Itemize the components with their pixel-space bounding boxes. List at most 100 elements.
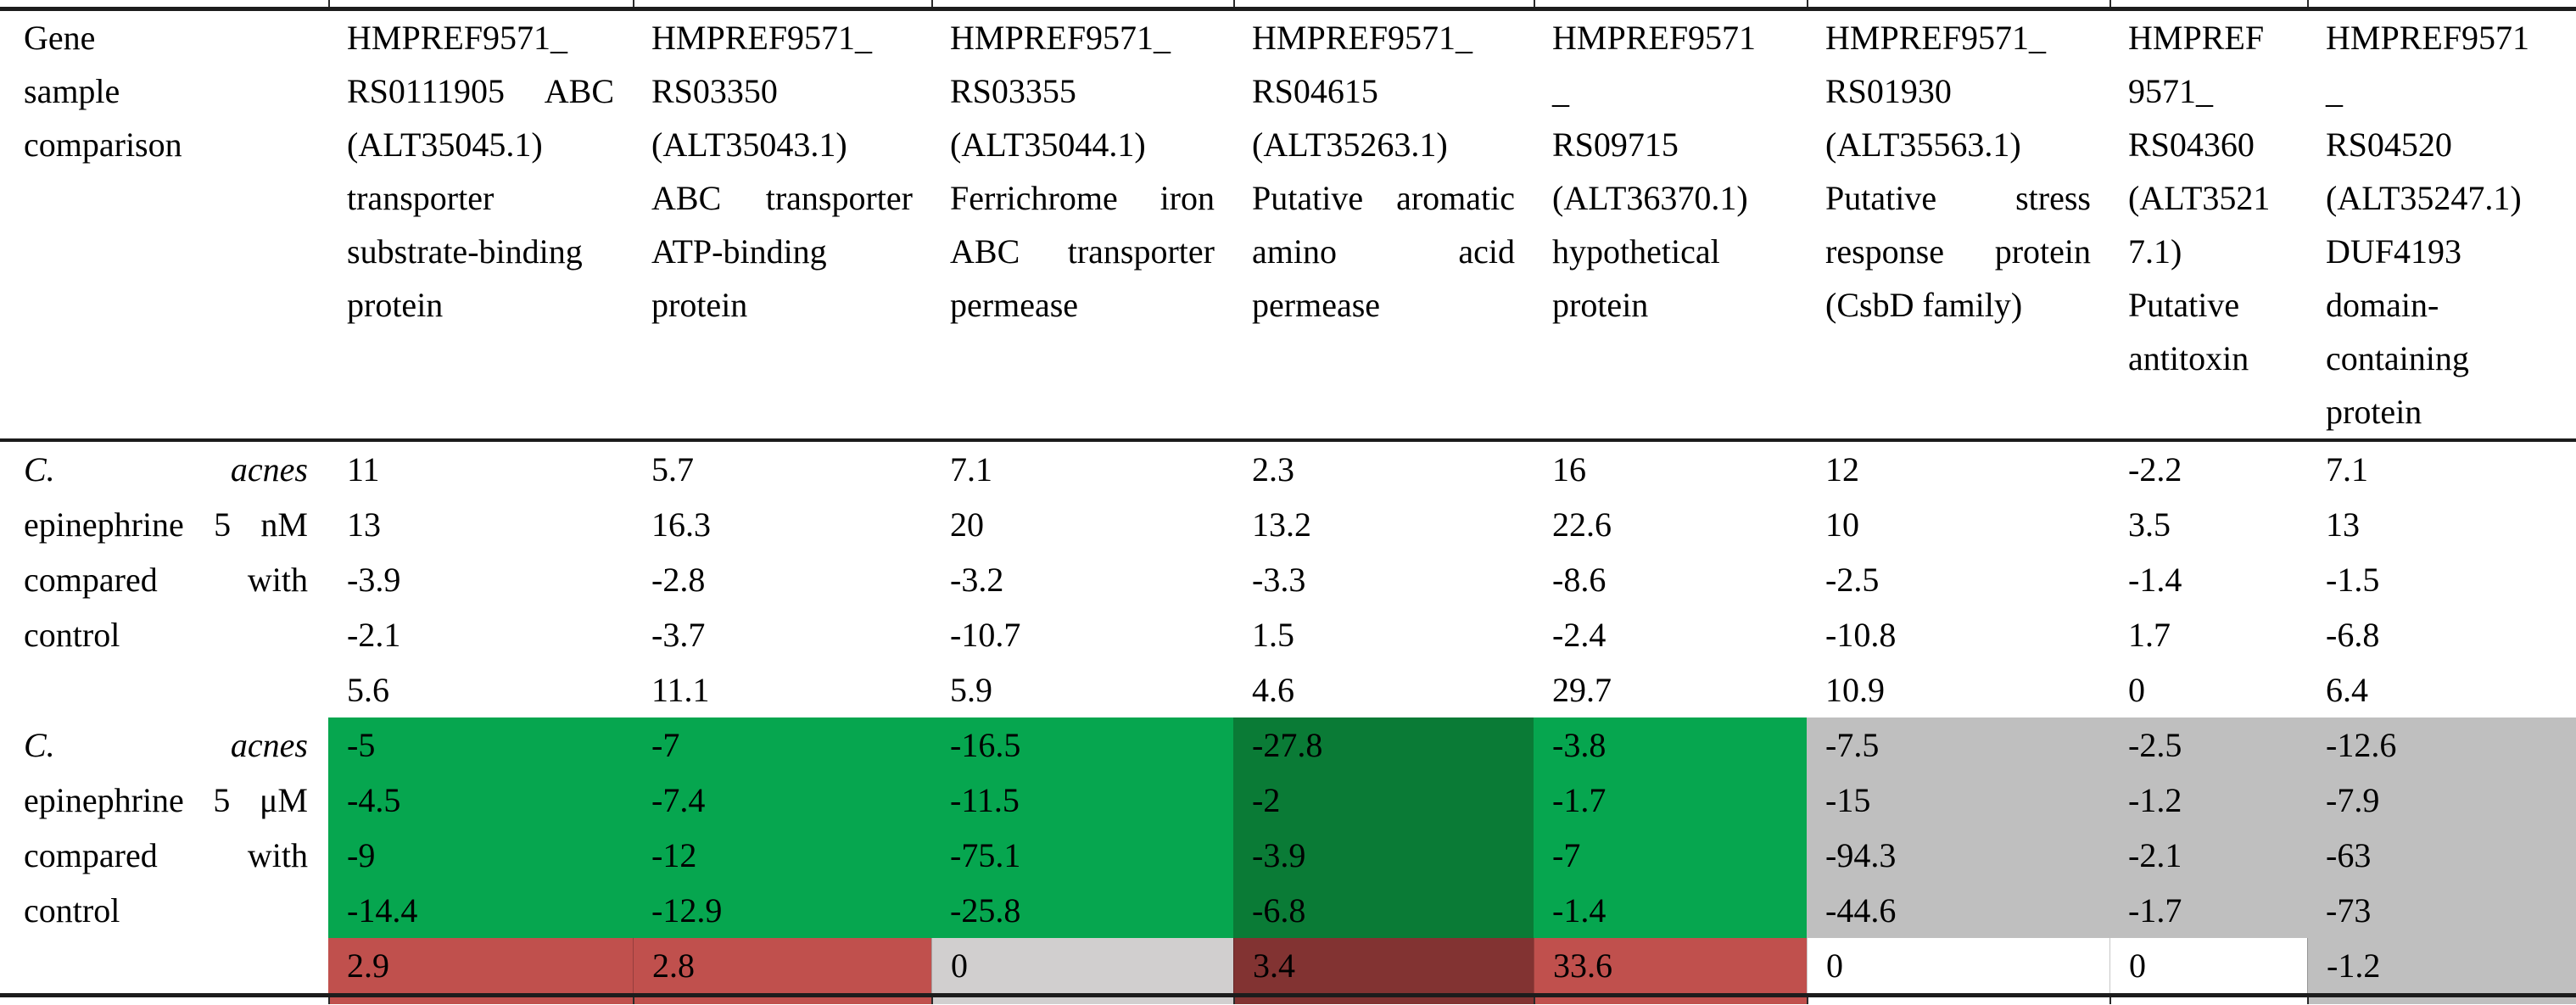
value-cell: 10.9 (1825, 671, 1885, 709)
text-line: ABC transporter (651, 171, 913, 225)
value-cell: 0 (931, 938, 1233, 993)
word: compared (24, 836, 158, 874)
word: Putative (1252, 179, 1364, 217)
strip-segment (2307, 0, 2576, 7)
value-cell: -2.1 (2109, 828, 2307, 883)
value-cell: -7.5 (1807, 717, 2109, 773)
value-cell: 7.1 (950, 450, 992, 489)
text-line: (ALT35044.1) (950, 126, 1146, 164)
value-cell: -2.8 (651, 561, 706, 599)
text-line: C. acnes (24, 717, 308, 773)
value-cell: -14.4 (328, 883, 633, 938)
text-line: RS03355 (950, 72, 1076, 110)
row-group-label: control (0, 883, 328, 938)
text-line: domain- (2326, 286, 2439, 324)
header-cell-gene-2: HMPREF9571_ RS03350 (ALT35043.1) ABC transpo… (633, 11, 931, 438)
value-cell: -1.4 (1534, 883, 1807, 938)
text-line: HMPREF9571_ (651, 19, 873, 57)
row-group-label (0, 662, 328, 717)
value-cell: -11.5 (931, 773, 1233, 828)
value-cell: -10.8 (1825, 616, 1897, 654)
header-cell-gene-1: HMPREF9571_ RS0111905 ABC (ALT35045.1) trans… (328, 11, 633, 438)
text-line: (CsbD family) (1825, 286, 2023, 324)
text-line: permease (1252, 286, 1381, 324)
text-line: RS04360 (2128, 126, 2255, 164)
value-cell: 11.1 (651, 671, 710, 709)
value-cell: -44.6 (1807, 883, 2109, 938)
text-line: RS0111905 ABC (347, 64, 614, 118)
header-cell-gene-3: HMPREF9571_ RS03355 (ALT35044.1) Ferrichrom… (931, 11, 1233, 438)
value-cell: -8.6 (1552, 561, 1607, 599)
value-cell: 5.9 (950, 671, 992, 709)
text-line: comparison (24, 126, 182, 164)
text-line: sample (24, 72, 120, 110)
value-cell: 2.3 (1252, 450, 1294, 489)
value-cell: 11 (347, 450, 380, 489)
value-cell: -12 (633, 828, 931, 883)
value-cell: 0 (2128, 671, 2145, 709)
word: nM (260, 505, 308, 544)
strip-segment (2307, 997, 2576, 1004)
strip-segment (1534, 997, 1807, 1004)
text-line: DUF4193 (2326, 232, 2462, 271)
text-line: Putative stress (1825, 171, 2091, 225)
word: stress (2015, 179, 2091, 217)
value-cell: -1.4 (2128, 561, 2182, 599)
word: epinephrine (24, 781, 184, 819)
text-line: protein (651, 286, 748, 324)
word: C. (24, 726, 55, 764)
text-line: Putative aromatic (1252, 171, 1515, 225)
header-cell-gene-5: HMPREF9571 _ RS09715 (ALT36370.1) hypothetic… (1534, 11, 1807, 438)
text-line: RS04615 (1252, 72, 1378, 110)
strip-segment (1807, 997, 2109, 1004)
word: RS0111905 (347, 72, 505, 110)
text-line: RS01930 (1825, 72, 1952, 110)
strip-segment (1534, 0, 1807, 7)
text-line: ATP-binding (651, 232, 827, 271)
table-row: control -2.1 -3.7 -10.7 1.5 -2.4 -10.8 1.7 -6.8 (0, 607, 2576, 662)
word: 5 (213, 781, 231, 819)
text-line: antitoxin (2128, 339, 2249, 377)
table-body: C. acnes 11 5.7 7.1 2.3 16 12 -2.2 7.1 epinephrine… (0, 442, 2576, 993)
value-cell: 13 (347, 505, 381, 544)
text-line: substrate-binding (347, 232, 583, 271)
table-row: C. acnes -5 -7 -16.5 -27.8 -3.8 -7.5 -2.5 -12.6 (0, 717, 2576, 773)
value-cell: 22.6 (1552, 505, 1612, 544)
word: protein (1994, 232, 2091, 271)
table-row: epinephrine 5 μM -4.5 -7.4 -11.5 -2 -1.7 -15 -1.2… (0, 773, 2576, 828)
value-cell: -75.1 (931, 828, 1233, 883)
value-cell: -6.8 (2326, 616, 2380, 654)
value-cell: -2.5 (1825, 561, 1880, 599)
value-cell: 0 (2109, 938, 2307, 993)
text-line: (ALT35247.1) (2326, 179, 2522, 217)
word: Putative (1825, 179, 1937, 217)
text-line: (ALT35045.1) (347, 126, 543, 164)
word: Ferrichrome (950, 179, 1118, 217)
text-line: 9571_ (2128, 72, 2213, 110)
row-group-label: epinephrine 5 μM (0, 773, 328, 828)
word: response (1825, 232, 1944, 271)
value-cell: -3.9 (347, 561, 401, 599)
value-cell: -10.7 (950, 616, 1021, 654)
strip-segment (1233, 0, 1534, 7)
value-cell: -3.2 (950, 561, 1004, 599)
text-line: C. acnes (24, 442, 308, 497)
text-line: HMPREF9571_ (1252, 19, 1473, 57)
value-cell: 33.6 (1534, 938, 1807, 993)
value-cell: -16.5 (931, 717, 1233, 773)
word: C. (24, 450, 55, 489)
value-cell: 29.7 (1552, 671, 1612, 709)
text-line: Ferrichrome iron (950, 171, 1215, 225)
word: acnes (230, 450, 308, 489)
word: with (247, 561, 308, 599)
value-cell: -2.1 (347, 616, 401, 654)
value-cell: -1.5 (2326, 561, 2380, 599)
top-strip (0, 0, 2576, 7)
value-cell: -94.3 (1807, 828, 2109, 883)
strip-segment (0, 0, 328, 7)
value-cell: 3.4 (1233, 938, 1534, 993)
value-cell: -7.4 (633, 773, 931, 828)
value-cell: 2.8 (633, 938, 931, 993)
bottom-strip (0, 997, 2576, 1004)
word: compared (24, 561, 158, 599)
